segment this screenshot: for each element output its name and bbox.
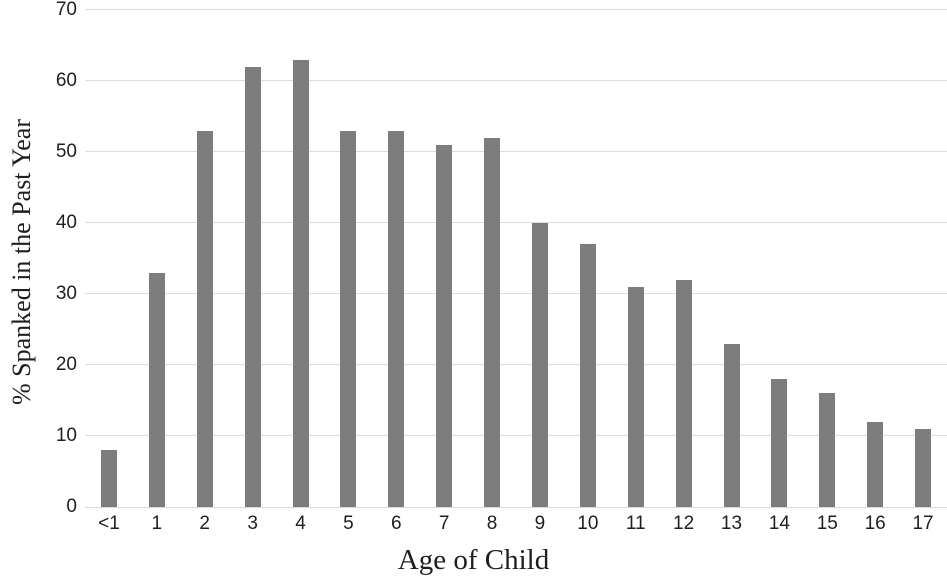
x-tick-label: 16: [864, 513, 886, 534]
bar-age-2: [196, 130, 213, 507]
x-axis-title: Age of Child: [397, 544, 550, 576]
x-tick-label: 1: [151, 513, 163, 534]
x-tick-label: 17: [912, 513, 934, 534]
bar-age-7: [436, 144, 453, 507]
x-tick-label: 12: [673, 513, 695, 534]
x-tick-label: 5: [343, 513, 354, 534]
bar-age-16: [867, 421, 884, 507]
y-tick-label: 40: [55, 212, 77, 233]
gridline: [85, 9, 947, 10]
gridline: [85, 435, 947, 436]
x-tick-label: 8: [486, 513, 498, 534]
bar-age-15: [819, 393, 836, 507]
x-tick-label: 10: [577, 513, 599, 534]
x-tick-label: 4: [295, 513, 306, 534]
x-tick-label: 7: [438, 513, 450, 534]
bar-age-17: [915, 428, 932, 507]
bar-age-11: [627, 286, 644, 507]
bar-age-10: [579, 244, 596, 507]
bar-age-12: [675, 279, 692, 507]
bar-age-9: [531, 223, 548, 507]
gridline: [85, 364, 947, 365]
x-tick-label: 6: [390, 513, 402, 534]
x-tick-label: 11: [625, 513, 646, 534]
x-tick-label: <1: [98, 513, 120, 534]
x-tick-label: 15: [816, 513, 838, 534]
x-tick-label: 2: [199, 513, 210, 534]
bar-age-1: [148, 272, 165, 507]
y-tick-label: 30: [55, 283, 77, 304]
gridline: [85, 293, 947, 294]
bar-age-14: [771, 379, 788, 507]
bar-age-6: [388, 130, 405, 507]
gridline: [85, 222, 947, 223]
bar-age-3: [244, 66, 261, 507]
x-tick-label: 14: [768, 513, 790, 534]
plot-area: [85, 9, 947, 508]
y-tick-label: 60: [55, 70, 77, 91]
y-tick-label: 70: [55, 0, 77, 20]
bar-age-5: [340, 130, 357, 507]
x-tick-label: 13: [720, 513, 743, 534]
x-tick-label: 9: [534, 513, 546, 534]
y-tick-label: 50: [55, 141, 77, 162]
x-axis-line: [85, 507, 947, 508]
gridline: [85, 80, 947, 81]
y-tick-label: 10: [55, 425, 77, 446]
bar-age-lt1: [100, 450, 117, 507]
gridline: [85, 151, 947, 152]
bar-age-4: [292, 59, 309, 507]
y-tick-label: 0: [66, 496, 77, 517]
y-tick-label: 20: [55, 354, 77, 375]
x-tick-label: 3: [247, 513, 258, 534]
bar-age-13: [723, 343, 740, 507]
bar-age-8: [484, 137, 501, 507]
